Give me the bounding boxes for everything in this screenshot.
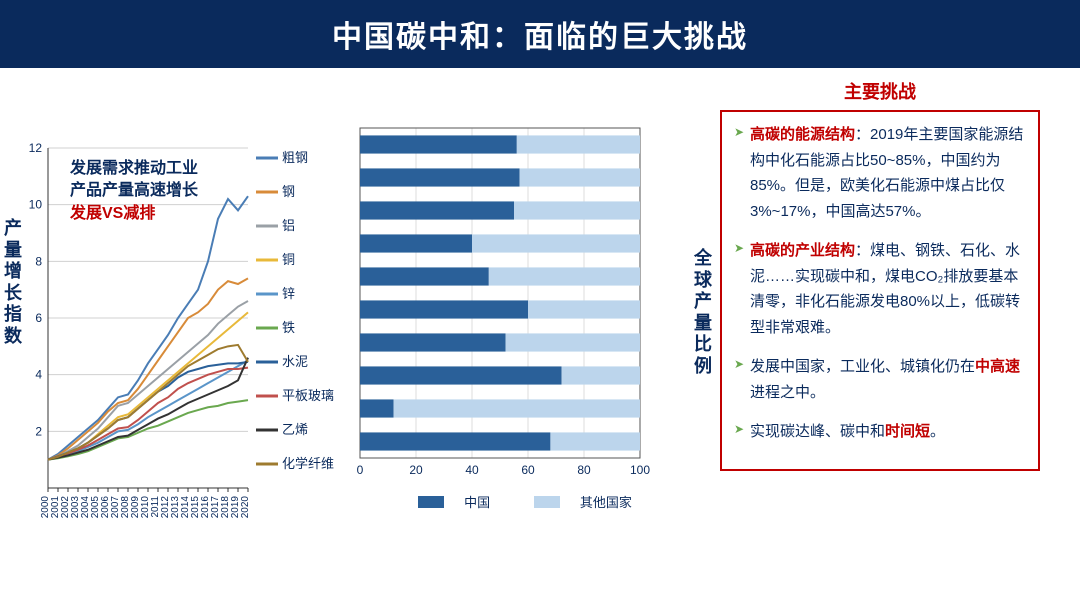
svg-text:乙烯: 乙烯: [282, 422, 308, 437]
svg-text:20: 20: [409, 463, 423, 477]
svg-text:60: 60: [521, 463, 535, 477]
svg-text:粗钢: 粗钢: [282, 150, 308, 165]
svg-text:水泥: 水泥: [282, 354, 308, 369]
svg-text:化学纤维: 化学纤维: [282, 456, 334, 471]
legend-china-swatch: [418, 496, 444, 508]
svg-text:铜: 铜: [282, 252, 295, 267]
svg-text:钢: 钢: [282, 184, 295, 199]
svg-text:铁: 铁: [282, 320, 295, 335]
bar-chart-panel: 全球产量比例 020406080100 中国 其他国家: [340, 68, 710, 599]
svg-text:2020: 2020: [240, 496, 251, 519]
challenges-header: 主要挑战: [720, 78, 1040, 104]
challenge-highlight: 高碳的能源结构: [750, 126, 855, 143]
svg-text:100: 100: [630, 463, 650, 477]
svg-text:12: 12: [29, 141, 43, 155]
svg-text:8: 8: [35, 254, 42, 268]
svg-text:0: 0: [357, 463, 364, 477]
line-chart-annotation: 发展需求推动工业 产品产量高速增长 发展VS减排: [70, 158, 198, 225]
svg-text:10: 10: [29, 198, 43, 212]
challenge-text: 发展中国家，工业化、城镇化仍在: [750, 358, 975, 375]
svg-text:80: 80: [577, 463, 591, 477]
legend-china: 中国: [408, 492, 500, 511]
challenge-highlight: 高碳的产业结构: [750, 242, 855, 259]
page-title: 中国碳中和：面临的巨大挑战: [0, 0, 1080, 68]
challenge-item: 实现碳达峰、碳中和时间短。: [734, 419, 1026, 445]
svg-text:铝: 铝: [282, 218, 295, 233]
challenge-highlight: 时间短: [885, 423, 930, 440]
legend-china-label: 中国: [464, 492, 490, 511]
bar-chart: 0 20 40 60 80 100: [340, 88, 680, 488]
svg-text:锌: 锌: [282, 286, 295, 301]
challenge-highlight: 中高速: [975, 358, 1020, 375]
challenge-item: 发展中国家，工业化、城镇化仍在中高速进程之中。: [734, 354, 1026, 405]
challenge-text: 实现碳达峰、碳中和: [750, 423, 885, 440]
svg-text:4: 4: [35, 368, 42, 382]
challenge-item: 高碳的能源结构：2019年主要国家能源结构中化石能源占比50~85%，中国约为8…: [734, 122, 1026, 224]
svg-text:40: 40: [465, 463, 479, 477]
line-chart-y-label: 产量增长指数: [4, 218, 24, 348]
svg-text:平板玻璃: 平板玻璃: [282, 388, 334, 403]
line-chart: 2468101220002001200220032004200520062007…: [0, 88, 340, 548]
bar-chart-y-label: 全球产量比例: [694, 248, 714, 378]
challenges-panel: 主要挑战 高碳的能源结构：2019年主要国家能源结构中化石能源占比50~85%，…: [710, 68, 1050, 599]
challenge-text: 进程之中。: [750, 384, 825, 401]
bar-chart-legend: 中国 其他国家: [340, 492, 710, 511]
legend-other-label: 其他国家: [580, 492, 632, 511]
challenge-item: 高碳的产业结构：煤电、钢铁、石化、水泥……实现碳中和，煤电CO₂排放要基本清零，…: [734, 238, 1026, 340]
challenge-text: 。: [930, 423, 945, 440]
svg-text:2: 2: [35, 424, 42, 438]
challenges-box: 高碳的能源结构：2019年主要国家能源结构中化石能源占比50~85%，中国约为8…: [720, 110, 1040, 471]
content-area: 产量增长指数 发展需求推动工业 产品产量高速增长 发展VS减排 2 4 6 8 10 12…: [0, 68, 1080, 599]
svg-text:6: 6: [35, 311, 42, 325]
legend-other: 其他国家: [524, 492, 642, 511]
line-chart-panel: 产量增长指数 发展需求推动工业 产品产量高速增长 发展VS减排 2 4 6 8 10 12…: [0, 68, 340, 599]
legend-other-swatch: [534, 496, 560, 508]
